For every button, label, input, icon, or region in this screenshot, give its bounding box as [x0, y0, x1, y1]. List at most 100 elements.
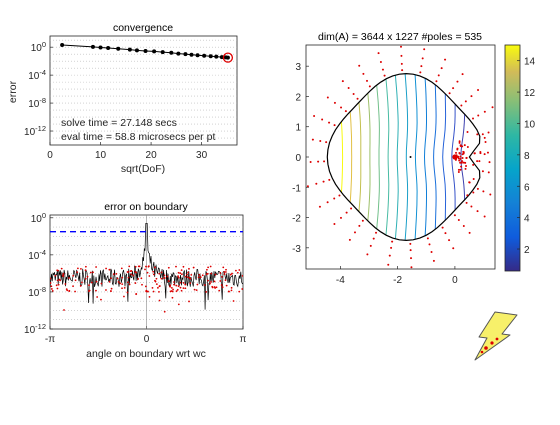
pole-dot [465, 157, 468, 160]
convergence-point [98, 45, 103, 50]
convergence-panel: convergence 100 10-4 10-8 10-12 0 10 20 30 sqrt… [7, 22, 238, 175]
boundary-error-dot [127, 281, 129, 284]
boundary-error-dot [105, 267, 107, 270]
pole-dot [470, 205, 473, 208]
pole-dot [322, 180, 325, 183]
boundary-error-dot [148, 295, 151, 298]
pole-dot [472, 163, 475, 166]
convergence-point [202, 53, 207, 58]
pole-dot [476, 187, 479, 190]
colorbar-tick-label: 4 [524, 214, 530, 225]
pole-dot [460, 165, 463, 168]
boundary-error-dot [209, 282, 211, 285]
boundary-error-dot [121, 287, 123, 290]
boundary-error-dot [62, 275, 65, 277]
pole-dot [430, 251, 433, 254]
boundary-error-dot [88, 289, 91, 292]
contour-ytick-label: 2 [295, 92, 301, 103]
contour-ytick-label: -1 [292, 183, 301, 194]
boundary-error-dot [155, 277, 158, 280]
pole-dot [477, 89, 480, 92]
pole-dot [366, 253, 369, 256]
boundary-error-dot [206, 268, 208, 271]
boundary-error-dot [177, 275, 180, 278]
contour-line [423, 73, 427, 241]
boundary-error-dot [210, 272, 213, 275]
boundary-ytick-label: 10-8 [28, 285, 46, 299]
pole-dot [462, 152, 465, 155]
boundary-error-dot [241, 274, 243, 277]
boundary-error-dot [177, 276, 180, 279]
boundary-error-dot [95, 266, 97, 268]
pole-dot [311, 138, 314, 141]
pole-dot [377, 52, 380, 55]
boundary-error-dot [155, 283, 158, 286]
boundary-error-dot [74, 279, 77, 282]
pole-dot [487, 131, 490, 134]
boundary-xtick-label: 0 [144, 334, 150, 345]
contour-ytick-label: -2 [292, 214, 301, 225]
boundary-error-dot [92, 271, 94, 274]
pole-dot [358, 64, 361, 67]
boundary-error-dot [74, 290, 76, 293]
pole-dot [461, 160, 464, 163]
boundary-error-dot [167, 280, 170, 283]
boundary-error-dot [140, 277, 143, 280]
boundary-error-dot [146, 271, 149, 274]
pole-dot [350, 207, 353, 210]
pole-dot [459, 157, 462, 160]
boundary-error-dot [151, 286, 154, 289]
pole-dot [488, 161, 491, 164]
pole-dot [495, 173, 497, 175]
pole-dot [472, 117, 475, 120]
boundary-error-dot [175, 290, 178, 293]
pole-dot [444, 58, 447, 61]
pole-dot [326, 201, 329, 204]
pole-dot [441, 226, 444, 229]
pole-dot [339, 216, 342, 219]
boundary-error-dot [241, 288, 243, 290]
boundary-error-dot [135, 293, 138, 296]
pole-dot [306, 185, 309, 188]
pole-dot [428, 243, 431, 246]
boundary-error-dot [189, 277, 192, 280]
convergence-ytick-label: 100 [31, 40, 46, 54]
convergence-point [127, 47, 132, 52]
convergence-point [214, 54, 219, 59]
boundary-error-dot [232, 300, 235, 302]
boundary-error-dot [230, 289, 233, 292]
boundary-error-dot [65, 288, 68, 291]
convergence-point [195, 53, 200, 58]
boundary-error-dot [123, 295, 125, 298]
boundary-error-dot [158, 299, 161, 302]
pole-dot [457, 170, 460, 173]
boundary-error-dot [57, 283, 60, 286]
boundary-error-dot [154, 266, 156, 269]
pole-dot [464, 100, 467, 103]
pole-dot [317, 160, 320, 163]
boundary-error-dot [210, 280, 212, 283]
colorbar-gradient [504, 44, 521, 272]
pole-dot [348, 238, 351, 241]
pole-dot [421, 57, 424, 60]
pole-dot [309, 161, 312, 164]
convergence-point [116, 46, 121, 51]
pole-dot [468, 181, 471, 184]
pole-dot [352, 92, 355, 95]
boundary-error-dot [188, 267, 190, 270]
pole-dot [319, 139, 322, 142]
pole-dot [456, 148, 459, 151]
boundary-error-dot [171, 296, 174, 299]
boundary-error-dot [156, 286, 159, 289]
boundary-error-dot [187, 271, 190, 274]
colorbar: 14 12 10 8 6 4 2 [504, 44, 536, 272]
pole-dot [479, 150, 482, 153]
boundary-error-dot [95, 280, 98, 283]
contour-ytick-label: 3 [295, 62, 301, 73]
colorbar-tick-label: 14 [524, 57, 536, 68]
boundary-error-dot [127, 276, 130, 279]
boundary-error-dot [148, 275, 151, 277]
boundary-error-dot [177, 285, 180, 288]
boundary-error-dot [224, 271, 227, 273]
pole-dot [482, 190, 485, 193]
